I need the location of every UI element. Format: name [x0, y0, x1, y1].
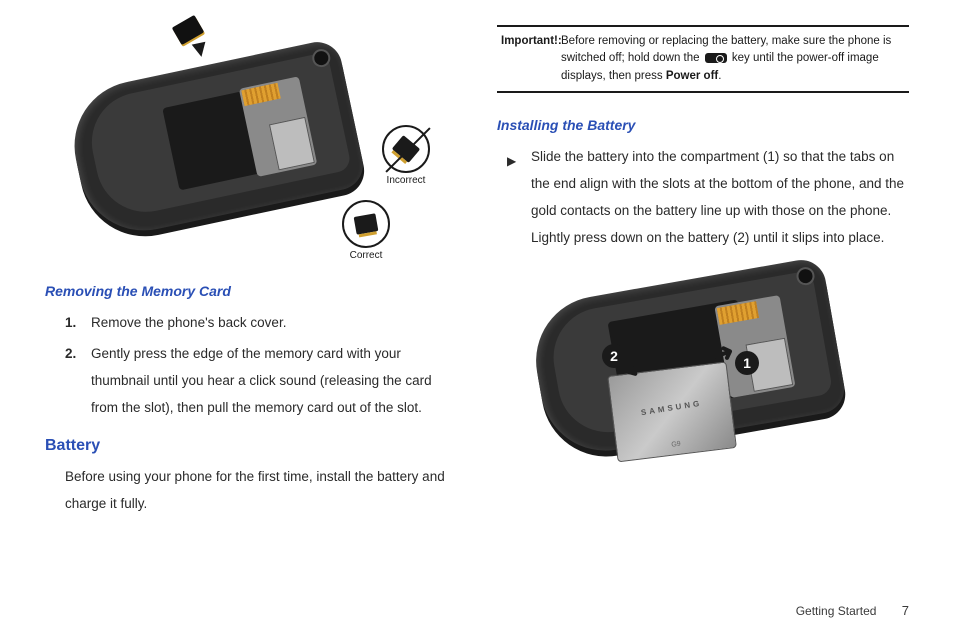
callout-incorrect: Incorrect [382, 125, 430, 186]
important-notice: Important!: Before removing or replacing… [497, 25, 909, 93]
important-label: Important!: [501, 33, 561, 85]
power-key-icon [705, 53, 727, 63]
callout-label: Incorrect [382, 175, 430, 186]
heading-battery: Battery [45, 437, 457, 455]
battery-intro-text: Before using your phone for the first ti… [65, 463, 457, 517]
figure-memory-card: Incorrect Correct [65, 25, 435, 265]
page-footer: Getting Started 7 [796, 603, 909, 618]
callout-correct: Correct [342, 200, 390, 261]
arrow-down-icon [192, 42, 209, 59]
figure-install-battery: SAMSUNG G9 ➜ ➜ 1 2 [517, 261, 897, 476]
callout-number-1: 1 [735, 351, 759, 375]
footer-section: Getting Started [796, 604, 877, 618]
battery-brand-label: SAMSUNG [613, 394, 731, 421]
callout-label: Correct [342, 250, 390, 261]
subheading-removing-card: Removing the Memory Card [45, 283, 457, 299]
callout-number-2: 2 [602, 344, 626, 368]
bullet-text: Slide the battery into the compartment (… [531, 143, 909, 251]
bullet-install: ▶ Slide the battery into the compartment… [507, 143, 909, 251]
important-text: Before removing or replacing the battery… [561, 33, 905, 85]
phone-illustration [62, 38, 367, 243]
sd-card-icon [172, 15, 205, 45]
step-text: Gently press the edge of the memory card… [91, 340, 457, 421]
step-number: 2. [65, 340, 91, 421]
battery-code-label: G9 [617, 433, 735, 454]
left-column: Incorrect Correct Removing the Memory Ca… [45, 25, 457, 616]
step-number: 1. [65, 309, 91, 336]
phone-illustration-2: SAMSUNG G9 [526, 256, 848, 461]
footer-page-number: 7 [902, 603, 909, 618]
step-text: Remove the phone's back cover. [91, 309, 286, 336]
step-item: 2. Gently press the edge of the memory c… [65, 340, 457, 421]
step-item: 1. Remove the phone's back cover. [65, 309, 457, 336]
triangle-bullet-icon: ▶ [507, 143, 531, 251]
right-column: Important!: Before removing or replacing… [497, 25, 909, 616]
steps-list: 1. Remove the phone's back cover. 2. Gen… [65, 309, 457, 425]
subheading-installing-battery: Installing the Battery [497, 117, 909, 133]
